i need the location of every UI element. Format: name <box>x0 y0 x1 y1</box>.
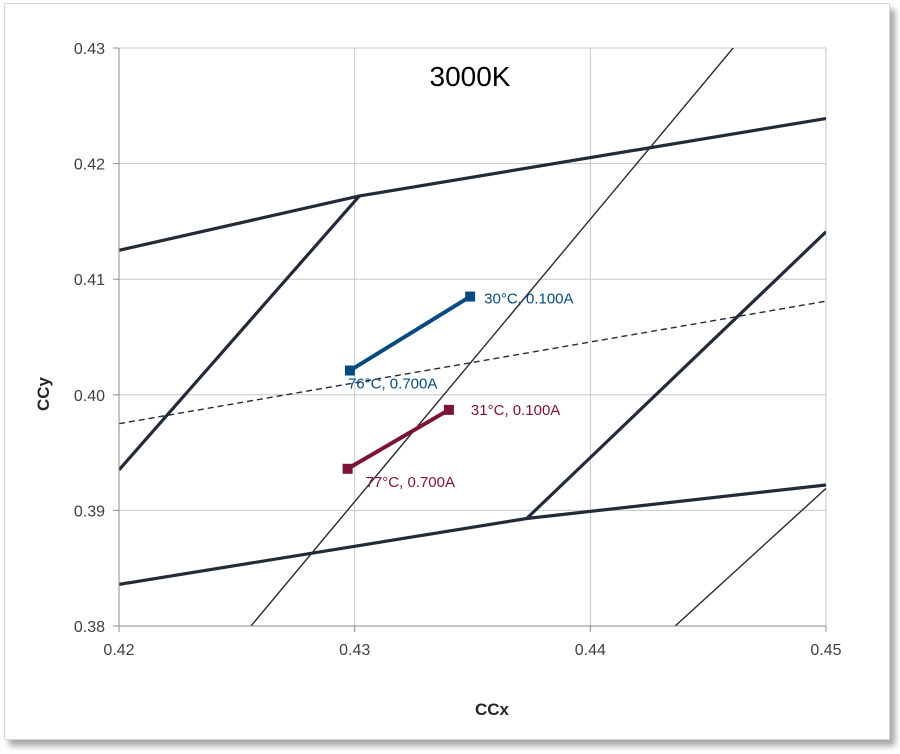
series-line <box>346 408 450 471</box>
reference-line-thick <box>525 230 826 520</box>
data-label: 77°C, 0.700A <box>366 474 455 491</box>
axes <box>113 47 827 632</box>
series-group: 30°C, 0.100A 76°C, 0.700A 31°C, 0.100A 77°C… <box>342 291 574 491</box>
y-tick-label: 0.42 <box>74 157 105 174</box>
x-tick-label: 0.45 <box>810 642 841 659</box>
y-tick-label: 0.38 <box>74 619 105 636</box>
reference-line-thin <box>674 487 826 626</box>
x-tick-label: 0.42 <box>103 642 134 659</box>
reference-lines <box>119 48 826 626</box>
series-point <box>465 291 476 302</box>
reference-line-thick <box>119 194 361 471</box>
chart-title: 3000K <box>430 61 511 92</box>
data-label: 76°C, 0.700A <box>348 376 437 393</box>
x-tick-label: 0.44 <box>575 642 606 659</box>
x-axis-label: CCx <box>475 700 510 719</box>
y-tick-label: 0.41 <box>74 272 105 289</box>
x-tick-label: 0.43 <box>339 642 370 659</box>
data-label: 31°C, 0.100A <box>471 402 560 419</box>
chart: 0.42 0.43 0.44 0.45 0.38 0.39 0.40 0.41 0.42 0.43… <box>34 41 842 719</box>
y-tick-label: 0.43 <box>74 41 105 58</box>
tick-labels: 0.42 0.43 0.44 0.45 0.38 0.39 0.40 0.41 0.42 0.43 <box>74 41 842 659</box>
series-point <box>342 463 353 474</box>
data-label: 30°C, 0.100A <box>484 291 573 308</box>
y-tick-label: 0.40 <box>74 388 105 405</box>
reference-line-thick <box>119 483 826 586</box>
y-tick-label: 0.39 <box>74 503 105 520</box>
reference-line-thin <box>250 48 735 626</box>
y-axis-label: CCy <box>34 376 53 411</box>
series-point <box>344 365 355 376</box>
series-line <box>348 294 472 373</box>
reference-line-thick <box>119 116 826 252</box>
chart-frame: 0.42 0.43 0.44 0.45 0.38 0.39 0.40 0.41 0.42 0.43… <box>4 3 890 740</box>
series-point <box>443 404 454 415</box>
